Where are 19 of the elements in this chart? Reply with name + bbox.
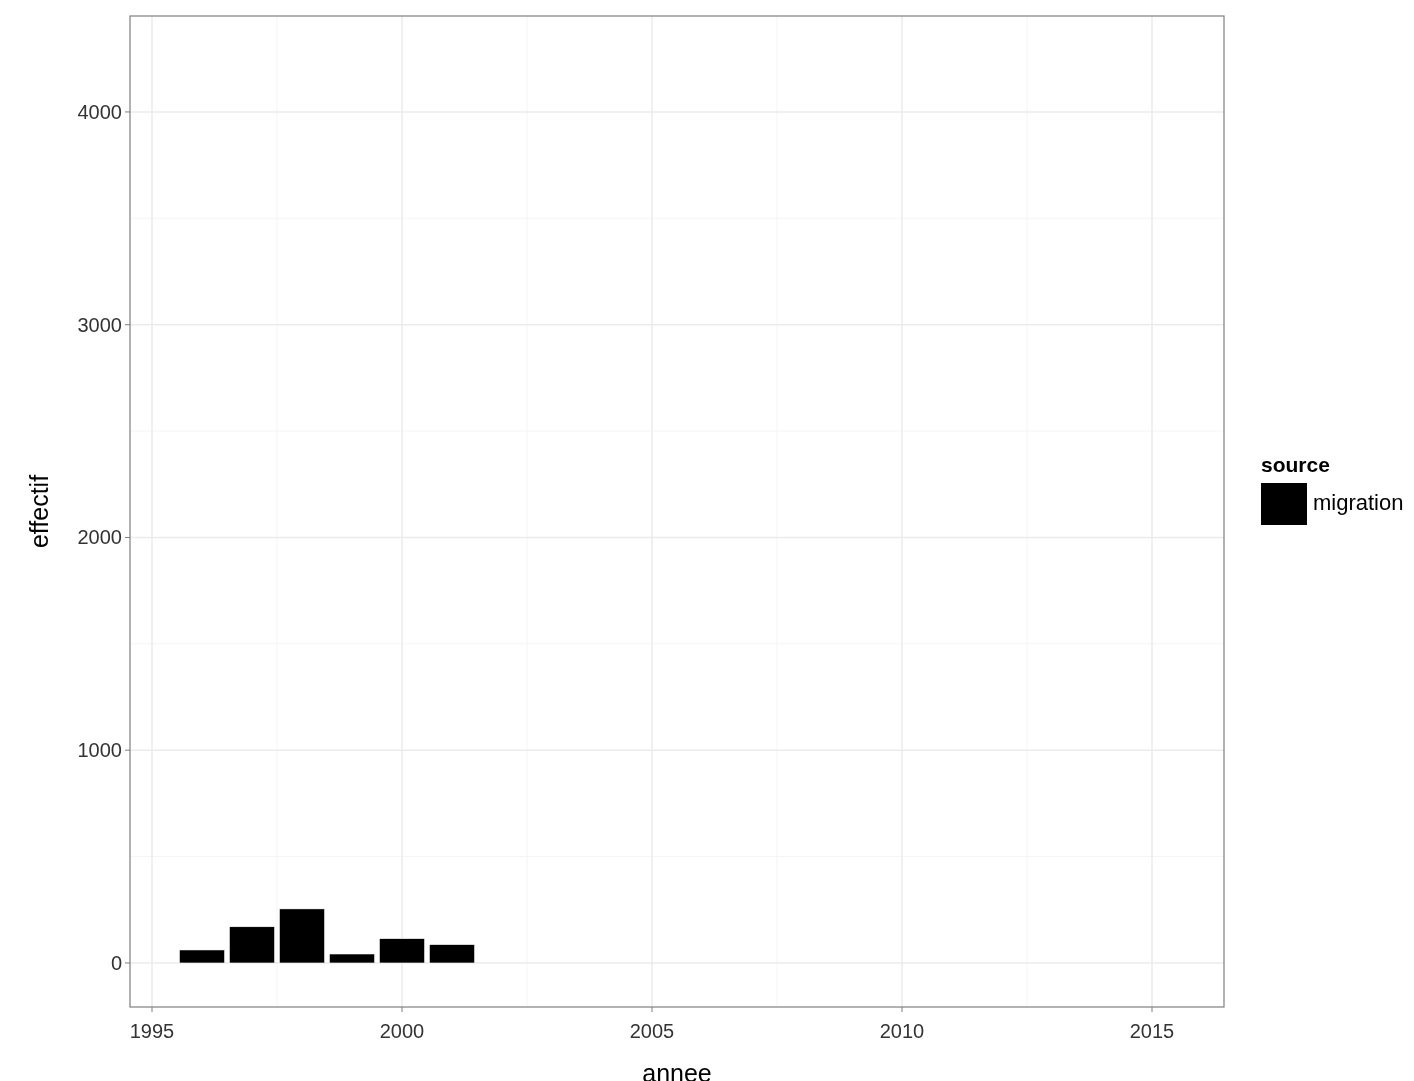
bar	[229, 926, 275, 964]
x-tick-label: 2015	[1129, 1020, 1175, 1042]
bar	[379, 938, 425, 964]
y-tick-label: 4000	[77, 100, 122, 123]
y-tick-label: 2000	[77, 526, 122, 549]
x-tick-label: 2010	[879, 1020, 925, 1042]
y-axis-title: effectif	[25, 474, 53, 549]
y-tick-label: 3000	[77, 313, 122, 336]
y-tick-label: 0	[110, 951, 122, 974]
legend-title: source	[1261, 453, 1330, 476]
x-tick-label: 2005	[629, 1020, 675, 1042]
x-tick-label: 2000	[379, 1020, 425, 1042]
bar	[429, 944, 475, 964]
bar	[279, 908, 325, 964]
legend-label: migration	[1313, 490, 1404, 515]
x-tick-label: 1995	[129, 1020, 175, 1042]
y-tick-label: 1000	[77, 739, 122, 762]
bar	[329, 953, 375, 964]
bar	[179, 949, 225, 964]
